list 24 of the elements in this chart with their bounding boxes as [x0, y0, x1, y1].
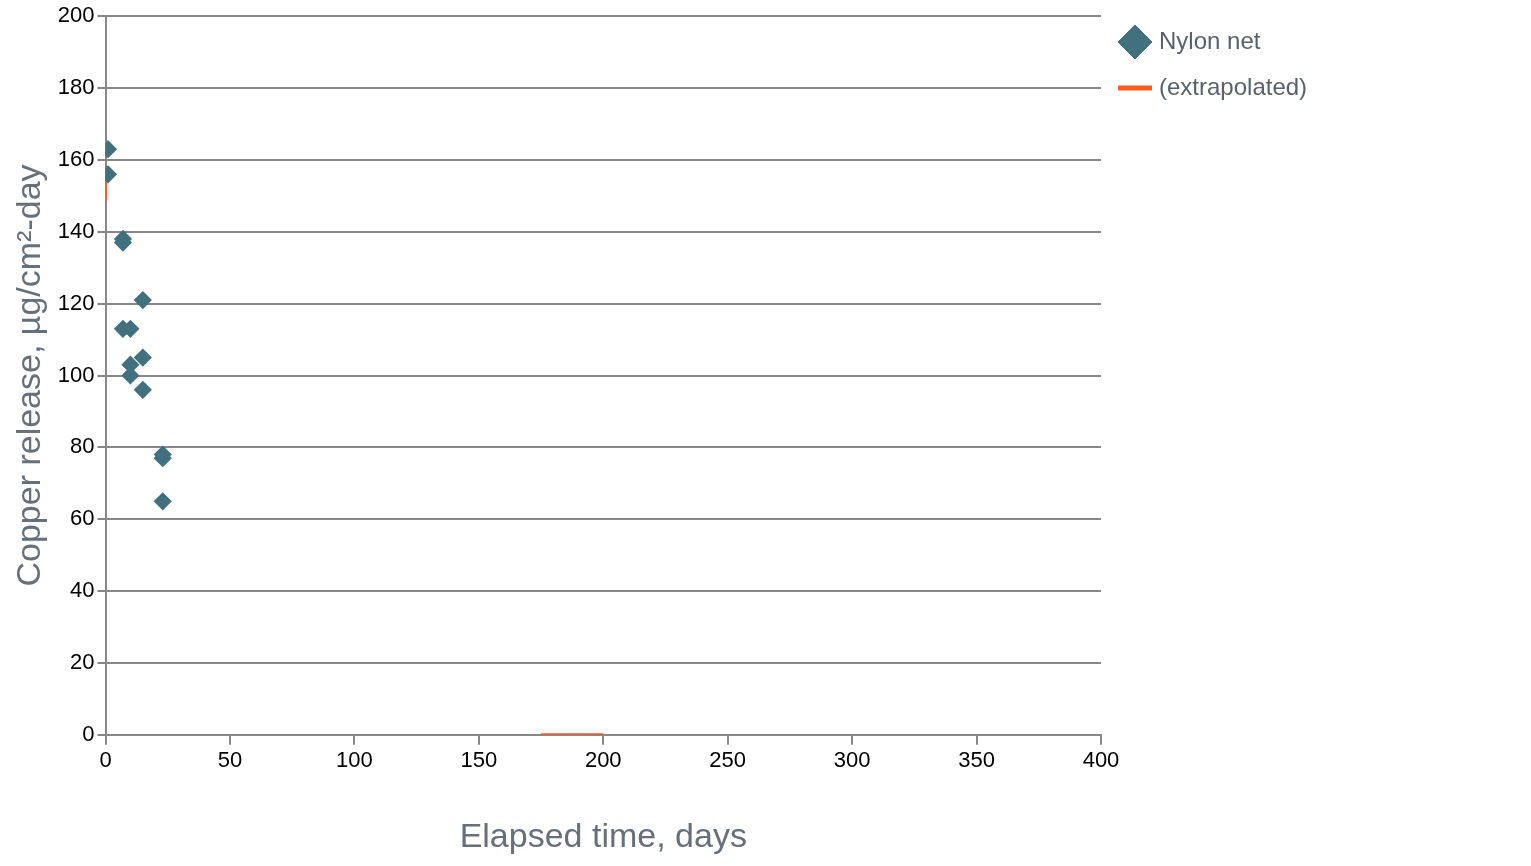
y-tick-label: 40 [70, 577, 95, 603]
x-tick-label: 0 [99, 747, 112, 773]
y-tick-label: 200 [57, 2, 95, 28]
x-tick-label: 150 [460, 747, 498, 773]
x-tick-label: 50 [217, 747, 243, 773]
y-tick-label: 0 [82, 720, 95, 746]
x-axis-title: Elapsed time, days [459, 815, 747, 854]
x-tick-label: 250 [709, 747, 747, 773]
x-tick-label: 300 [833, 747, 871, 773]
y-tick-label: 100 [57, 361, 95, 387]
legend-label: (extrapolated) [1159, 72, 1308, 100]
y-tick-label: 20 [70, 649, 95, 674]
legend-label: Nylon net [1159, 26, 1261, 54]
y-axis-title: Copper release, µg/cm²-day [8, 164, 47, 587]
y-tick-label: 160 [57, 145, 95, 171]
x-tick-label: 400 [1082, 747, 1120, 773]
y-tick-label: 60 [70, 505, 95, 531]
x-tick-label: 200 [584, 747, 622, 773]
y-tick-label: 180 [57, 74, 95, 100]
y-tick-label: 140 [57, 217, 95, 243]
x-tick-label: 350 [958, 747, 995, 773]
y-tick-label: 120 [57, 289, 95, 315]
x-tick-label: 100 [336, 747, 373, 773]
y-tick-label: 80 [70, 433, 95, 459]
